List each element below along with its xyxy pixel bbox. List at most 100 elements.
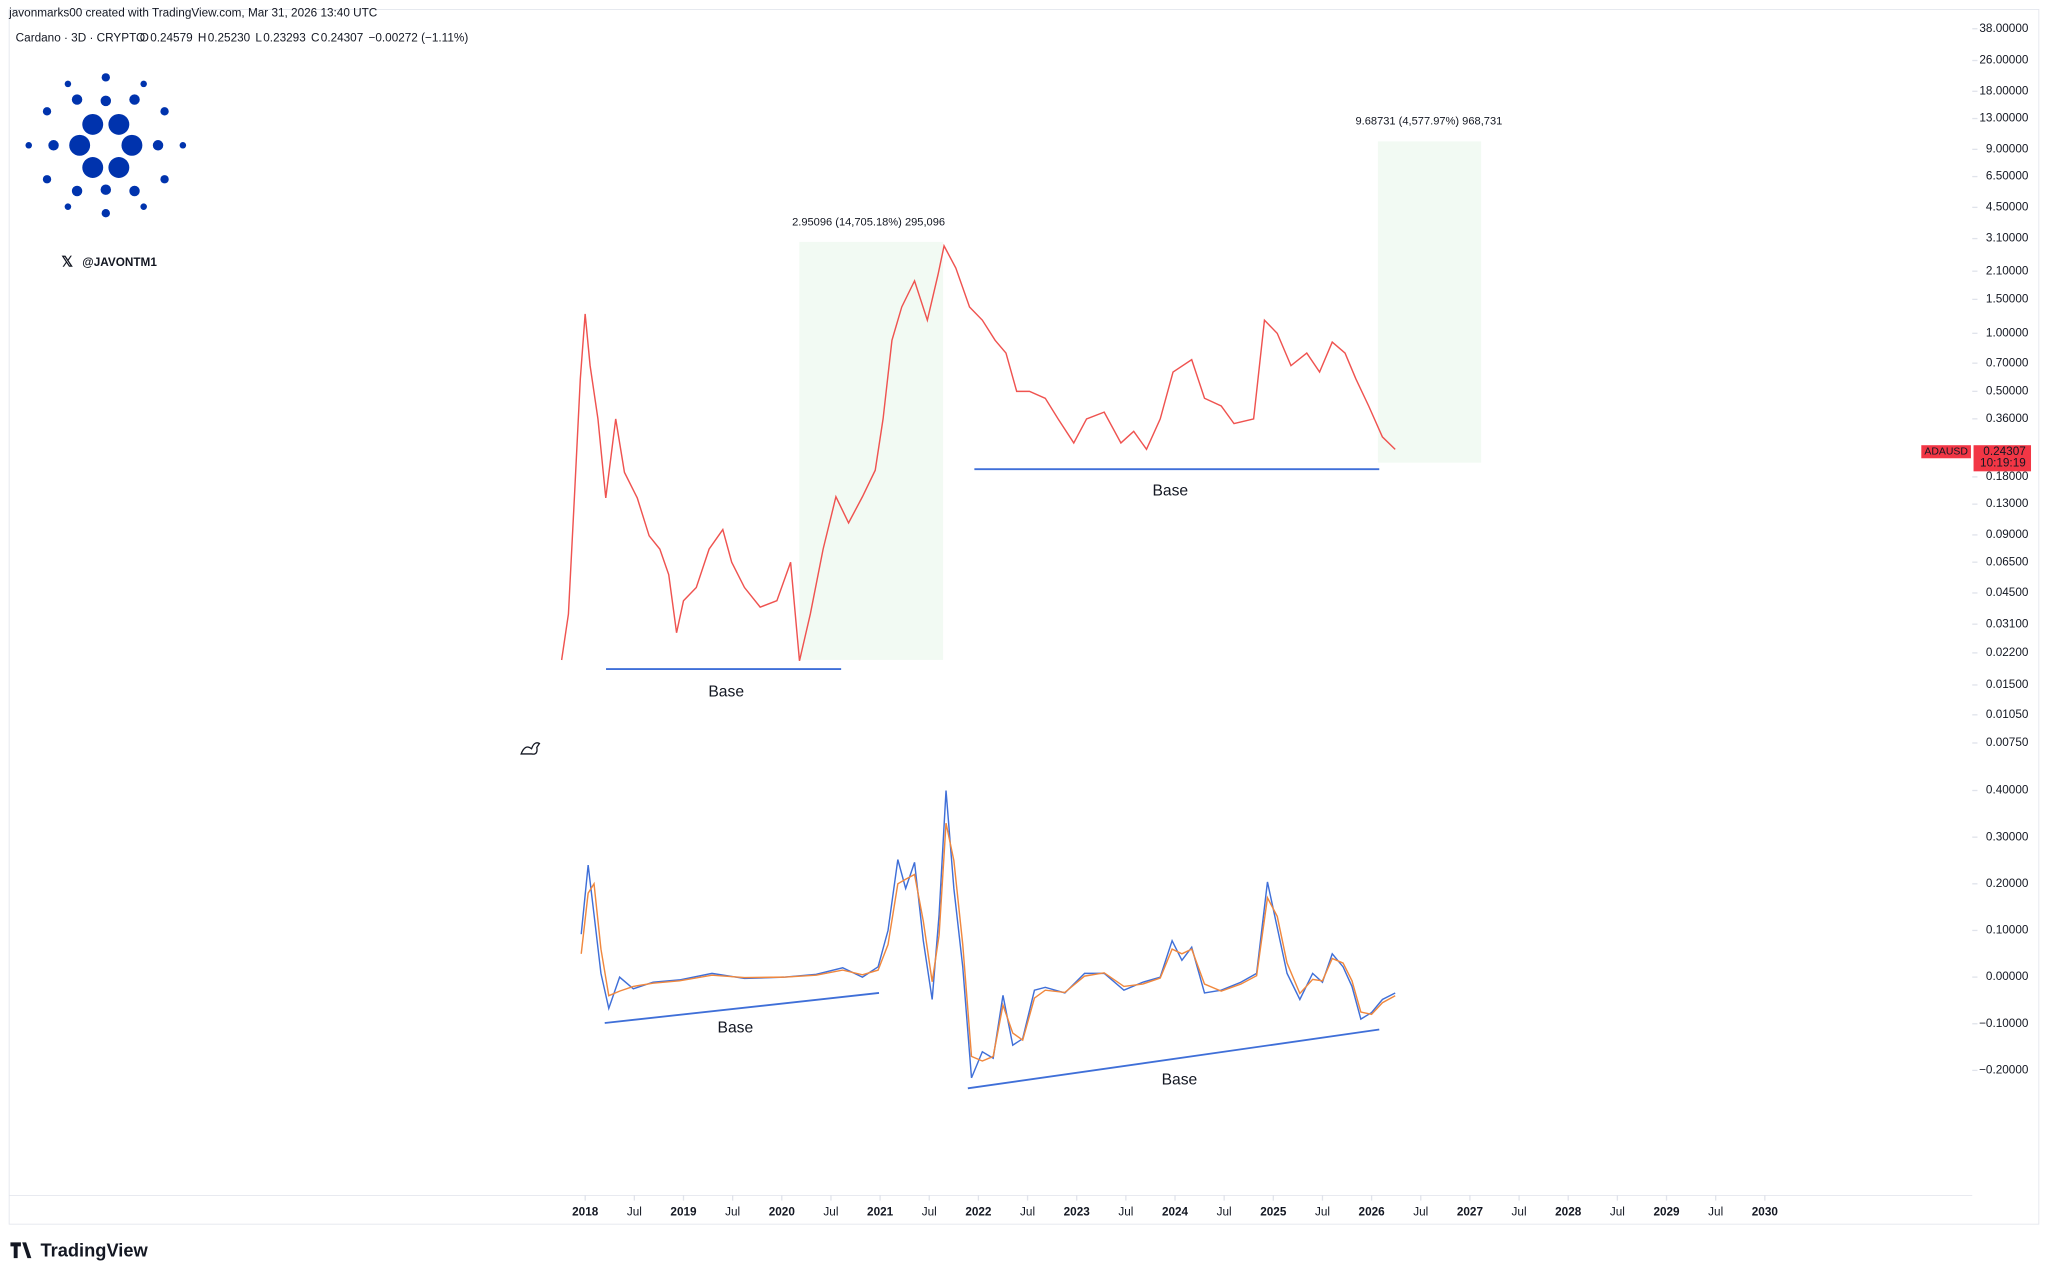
x-tick-label: 2018 [572, 1205, 599, 1218]
ohlc-key: C [311, 31, 320, 44]
logo-dot [108, 113, 130, 135]
credit: javonmarks00 created with TradingView.co… [8, 6, 378, 19]
logo-dot [140, 80, 147, 88]
x-tick-label: 2029 [1653, 1205, 1680, 1218]
x-tick-label: Jul [1217, 1205, 1232, 1218]
y-tick-label: 38.00000 [1979, 22, 2028, 35]
handle: @JAVONTM1 [82, 256, 157, 269]
x-tick-label: Jul [823, 1205, 838, 1218]
base-line [604, 992, 880, 1024]
chart-frame [8, 9, 2040, 1225]
y-tick-label: 2.10000 [1986, 264, 2029, 277]
y-tick-label: 4.50000 [1986, 200, 2029, 213]
logo-dot [82, 157, 104, 178]
cardano-logo [25, 73, 187, 218]
x-tick-label: Jul [922, 1205, 937, 1218]
y-tick-label: 0.03100 [1986, 617, 2029, 630]
y-tick-label: 0.18000 [1986, 470, 2029, 483]
measure-box [1377, 141, 1482, 463]
series-line [560, 243, 1396, 661]
y-tick-label: 18.00000 [1979, 84, 2028, 97]
x-tick-label: Jul [1708, 1205, 1723, 1218]
x-tick-label: 2027 [1457, 1205, 1484, 1218]
y-tick-label: 0.13000 [1986, 497, 2029, 510]
logo-dot [69, 134, 91, 156]
base-label: Base [1152, 483, 1188, 500]
base-label: Base [1162, 1072, 1198, 1089]
logo-dot [48, 140, 59, 151]
x-tick-label: 2022 [965, 1205, 992, 1218]
y-tick-label: 0.40000 [1986, 784, 2029, 797]
y-tick-label: 26.00000 [1979, 54, 2028, 67]
x-tick-label: Jul [1315, 1205, 1330, 1218]
x-tick-label: 2025 [1260, 1205, 1287, 1218]
ohlc-value: 0.24307 [321, 31, 363, 44]
y-tick-label: 0.02200 [1986, 646, 2029, 659]
symbol: Cardano · 3D · CRYPTO [16, 31, 146, 44]
y-tick-label: 0.30000 [1986, 830, 2029, 843]
logo-dot [121, 134, 143, 156]
ohlc-key: L [255, 31, 262, 44]
logo-dot [71, 185, 83, 197]
logo-dot [71, 94, 83, 105]
y-tick-label: 0.00750 [1986, 736, 2029, 749]
y-tick-label: 0.50000 [1986, 384, 2029, 397]
logo-dot [101, 209, 110, 218]
x-tick-label: Jul [627, 1205, 642, 1218]
ohlc-value: 0.24579 [150, 31, 192, 44]
x-tick-label: 2023 [1064, 1205, 1091, 1218]
x-tick-label: 2030 [1752, 1205, 1779, 1218]
y-tick-label: 0.09000 [1986, 528, 2029, 541]
ohlc: O 0.24579 H 0.25230 L 0.23293 C 0.24307 −0.00272… [140, 31, 469, 44]
ohlc-value: 0.23293 [263, 31, 306, 44]
brand: TradingView [40, 1239, 148, 1260]
ohlc-key: O [140, 31, 149, 44]
y-tick-label: 0.10000 [1986, 924, 2029, 937]
series-line [580, 823, 1396, 1062]
x-logo: 𝕏 [61, 255, 73, 271]
symbol-tag-label: ADAUSD [1924, 447, 1968, 458]
logo-dot [64, 80, 72, 88]
y-tick-label: 9.00000 [1986, 142, 2029, 155]
dino-icon [520, 742, 541, 755]
ohlc-key: H [198, 31, 207, 44]
x-tick-label: Jul [725, 1205, 740, 1218]
y-tick-label: 1.50000 [1986, 292, 2029, 305]
y-tick-label: 1.00000 [1986, 326, 2029, 339]
logo-dot [140, 203, 147, 210]
x-tick-label: 2019 [670, 1205, 697, 1218]
y-tick-label: 0.20000 [1986, 877, 2029, 890]
base-label: Base [708, 684, 744, 701]
x-tick-label: 2024 [1162, 1205, 1189, 1218]
x-tick-label: Jul [1512, 1205, 1527, 1218]
logo-dot [160, 107, 169, 116]
x-tick-label: Jul [1020, 1205, 1035, 1218]
x-tick-label: 2028 [1555, 1205, 1582, 1218]
logo-dot [82, 113, 104, 135]
measure-box [799, 241, 944, 660]
logo-dot [152, 140, 164, 151]
series-line [580, 790, 1396, 1079]
logo-dot [64, 203, 72, 210]
measure-label: 9.68731 (4,577.97%) 968,731 [1355, 116, 1502, 128]
logo-dot [129, 94, 140, 105]
ohlc-value: 0.25230 [208, 31, 251, 44]
logo-dot [42, 175, 52, 184]
x-tick-label: Jul [1610, 1205, 1625, 1218]
logo-dot [100, 184, 112, 195]
logo-dot [160, 175, 169, 184]
x-tick-label: 2021 [867, 1205, 894, 1218]
y-tick-label: 0.00000 [1986, 970, 2029, 983]
y-tick-label: 6.50000 [1986, 170, 2029, 183]
y-tick-label: 0.36000 [1986, 412, 2029, 425]
logo-dot [108, 157, 130, 178]
y-tick-label: 0.06500 [1986, 555, 2029, 568]
y-tick-label: −0.10000 [1979, 1017, 2029, 1030]
y-tick-label: 3.10000 [1986, 232, 2029, 245]
symbol-tag [1921, 445, 1971, 459]
y-tick-label: 0.70000 [1986, 356, 2029, 369]
logo-dot [129, 185, 140, 197]
y-tick-label: 0.01500 [1986, 678, 2029, 691]
y-tick-label: 0.04500 [1986, 586, 2029, 599]
